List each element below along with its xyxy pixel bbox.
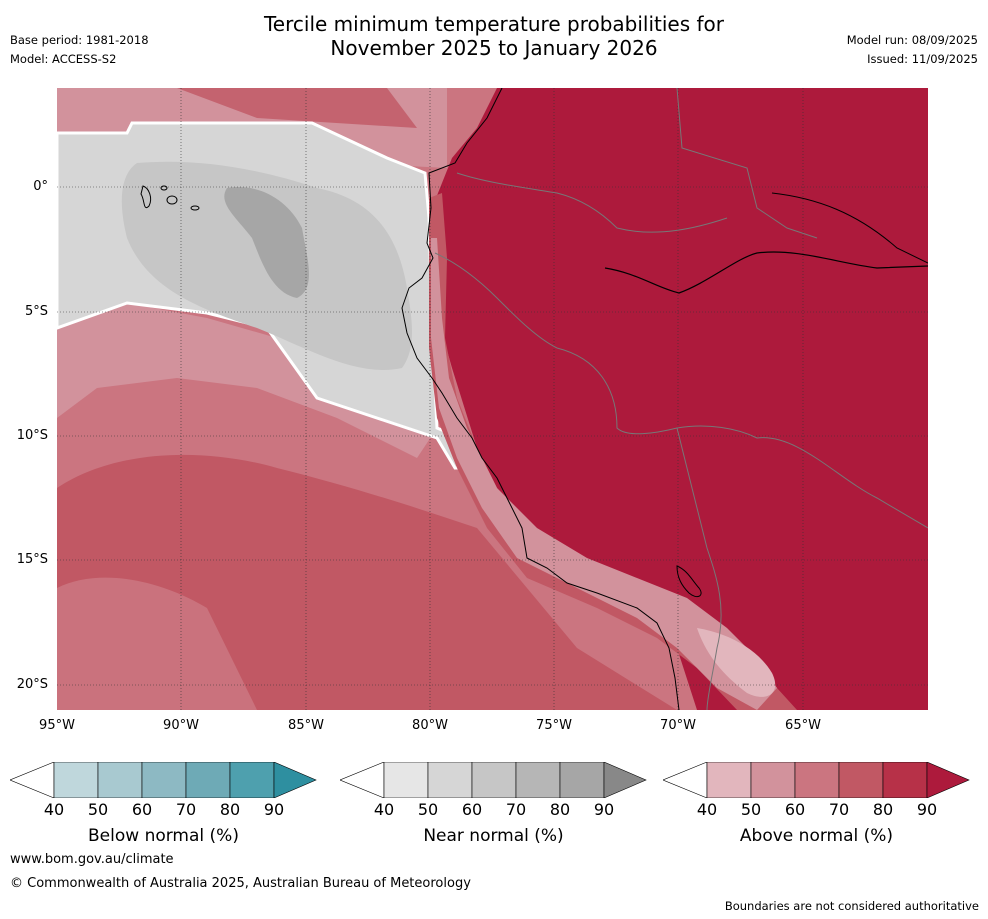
lon-label-70w: 70°W <box>660 718 696 733</box>
border-peru-bolivia-chile <box>676 427 722 711</box>
colorbar-near-tick-70: 70 <box>505 800 527 819</box>
west-above-50-area <box>57 303 437 458</box>
colorbar-above-normal <box>662 761 970 799</box>
colorbar-below-swatch-60 <box>141 761 187 799</box>
galapagos-santa-cruz <box>166 195 178 205</box>
lon-label-85w: 85°W <box>288 718 324 733</box>
colorbar-near-swatch-40 <box>383 761 429 799</box>
colorbar-near-tick-50: 50 <box>417 800 439 819</box>
lon-label-80w: 80°W <box>412 718 448 733</box>
colorbar-above-swatch-70 <box>838 761 884 799</box>
colorbar-above-tick-90: 90 <box>916 800 938 819</box>
colorbar-above-tick-40: 40 <box>696 800 718 819</box>
colorbar-below-swatch-40 <box>53 761 99 799</box>
colorbar-near-title: Near normal (%) <box>423 826 564 846</box>
colorbar-below-swatches <box>9 761 317 799</box>
colorbar-below-title: Below normal (%) <box>88 826 239 846</box>
probability-map[interactable] <box>55 87 929 711</box>
colorbar-below-tick-70: 70 <box>175 800 197 819</box>
colorbar-below-swatch-70 <box>185 761 231 799</box>
colorbar-above-swatch-90 <box>926 761 970 799</box>
border-peru-brazil-bolivia <box>556 347 929 529</box>
colorbar-near-tick-40: 40 <box>373 800 395 819</box>
colorbar-above-tick-60: 60 <box>784 800 806 819</box>
colorbar-near-normal <box>339 761 647 799</box>
lon-label-75w: 75°W <box>536 718 572 733</box>
lat-label-5s: 5°S <box>24 304 48 319</box>
copyright-text: © Commonwealth of Australia 2025, Austra… <box>10 876 471 891</box>
colorbar-above-swatches <box>662 761 970 799</box>
model-run-text: Model run: 08/09/2025 <box>846 33 978 47</box>
colorbar-near-swatches <box>339 761 647 799</box>
colorbar-below-tick-60: 60 <box>131 800 153 819</box>
galapagos-islands <box>140 185 200 211</box>
map-title: Tercile minimum temperature probabilitie… <box>0 12 988 60</box>
colorbar-near-tick-80: 80 <box>549 800 571 819</box>
coastal-above-70-band <box>429 193 797 710</box>
colorbar-near-swatch-70 <box>515 761 561 799</box>
map-canvas <box>55 87 929 711</box>
colorbar-above-tick-50: 50 <box>740 800 762 819</box>
colorbar-below-swatch-90 <box>273 761 317 799</box>
border-ecuador-peru <box>434 252 558 349</box>
galapagos-san-cristobal <box>190 205 200 211</box>
colorbar-above-swatch-60 <box>794 761 840 799</box>
amazon-delta-coast <box>771 192 929 264</box>
lat-label-15s: 15°S <box>16 552 48 567</box>
north-above-70-patch <box>177 88 417 128</box>
lake-titicaca <box>676 565 702 598</box>
galapagos-santiago <box>160 185 168 191</box>
model-text: Model: ACCESS-S2 <box>10 52 117 66</box>
lat-label-10s: 10°S <box>16 428 48 443</box>
title-line-1: Tercile minimum temperature probabilitie… <box>263 12 725 36</box>
disclaimer-text: Boundaries are not considered authoritat… <box>724 899 979 913</box>
colorbar-near-low-end <box>339 761 385 799</box>
lon-label-95w: 95°W <box>39 718 75 733</box>
colorbar-above-tick-80: 80 <box>872 800 894 819</box>
graticule-lines <box>57 88 928 710</box>
colorbar-below-swatch-50 <box>97 761 143 799</box>
altiplano-above-40-patch <box>697 628 776 697</box>
colorbar-near-swatch-50 <box>427 761 473 799</box>
issued-text: Issued: 11/09/2025 <box>867 52 978 66</box>
colorbar-below-normal <box>9 761 317 799</box>
colorbar-below-low-end <box>9 761 55 799</box>
colorbar-above-tick-70: 70 <box>828 800 850 819</box>
colorbar-below-tick-80: 80 <box>219 800 241 819</box>
amazon-river <box>604 251 929 294</box>
near-normal-80-area <box>224 187 309 298</box>
lat-label-0: 0° <box>33 179 48 194</box>
colorbar-below-tick-90: 90 <box>263 800 285 819</box>
colorbar-below-tick-50: 50 <box>87 800 109 819</box>
border-colombia-venezuela-brazil <box>676 87 818 239</box>
lat-label-20s: 20°S <box>16 677 48 692</box>
colorbar-near-swatch-80 <box>559 761 605 799</box>
colorbar-near-swatch-60 <box>471 761 517 799</box>
border-ecuador-colombia <box>456 172 728 233</box>
colorbar-below-tick-40: 40 <box>43 800 65 819</box>
colorbar-below-swatch-80 <box>229 761 275 799</box>
colorbar-above-swatch-50 <box>750 761 796 799</box>
website-link[interactable]: www.bom.gov.au/climate <box>10 852 174 867</box>
colorbar-near-tick-60: 60 <box>461 800 483 819</box>
base-period-text: Base period: 1981-2018 <box>10 33 149 47</box>
colorbar-above-swatch-40 <box>706 761 752 799</box>
title-line-2: November 2025 to January 2026 <box>330 36 658 60</box>
galapagos-isabela <box>140 185 152 208</box>
colorbar-above-swatch-80 <box>882 761 928 799</box>
country-borders <box>434 87 929 711</box>
lon-label-65w: 65°W <box>785 718 821 733</box>
colorbar-above-low-end <box>662 761 708 799</box>
lon-label-90w: 90°W <box>163 718 199 733</box>
ocean-above-60-patch <box>57 577 257 710</box>
colorbar-near-swatch-90 <box>603 761 647 799</box>
colorbar-above-title: Above normal (%) <box>739 826 894 846</box>
colorbar-near-tick-90: 90 <box>593 800 615 819</box>
coastline <box>401 87 680 711</box>
